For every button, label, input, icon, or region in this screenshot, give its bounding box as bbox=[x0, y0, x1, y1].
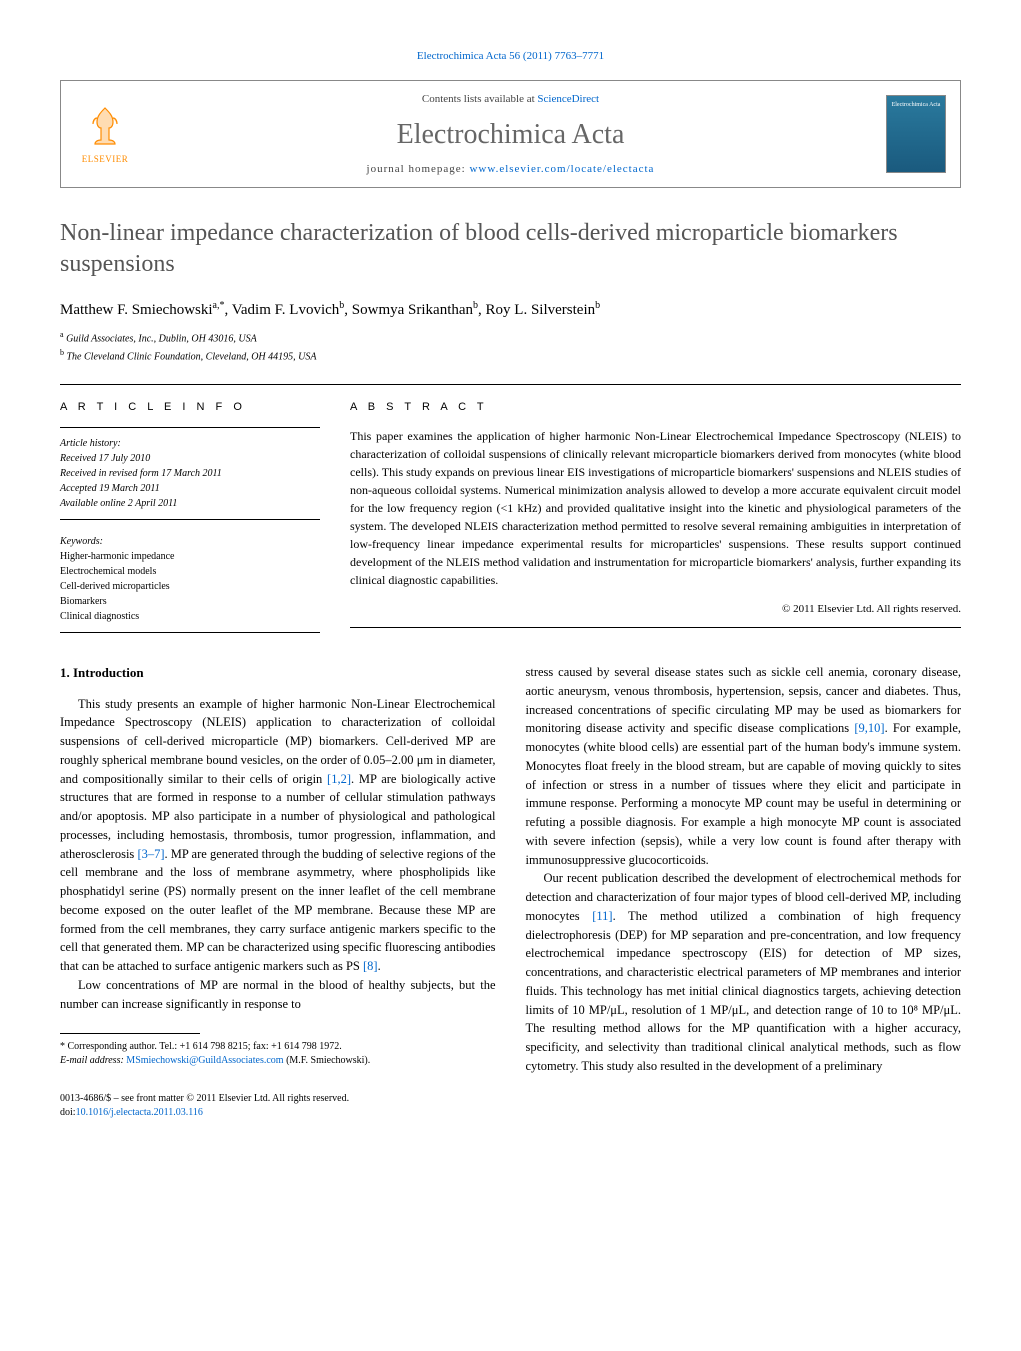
author-3: Sowmya Srikanthan bbox=[352, 302, 473, 318]
elsevier-tree-icon bbox=[83, 104, 127, 152]
right-paragraph-2: Our recent publication described the dev… bbox=[526, 869, 962, 1075]
body-columns: 1. Introduction This study presents an e… bbox=[60, 663, 961, 1120]
author-2: Vadim F. Lvovich bbox=[232, 302, 340, 318]
abstract-text: This paper examines the application of h… bbox=[350, 427, 961, 589]
abstract-copyright: © 2011 Elsevier Ltd. All rights reserved… bbox=[350, 603, 961, 628]
affiliation-b: b The Cleveland Clinic Foundation, Cleve… bbox=[60, 347, 961, 364]
affiliation-a: a Guild Associates, Inc., Dublin, OH 430… bbox=[60, 329, 961, 346]
homepage-prefix: journal homepage: bbox=[367, 163, 470, 175]
author-4: Roy L. Silverstein bbox=[486, 302, 596, 318]
homepage-line: journal homepage: www.elsevier.com/locat… bbox=[135, 163, 886, 175]
abstract-heading: A B S T R A C T bbox=[350, 401, 961, 413]
header-center: Contents lists available at ScienceDirec… bbox=[135, 93, 886, 175]
journal-cover-thumbnail: Electrochimica Acta bbox=[886, 95, 946, 173]
keyword-5: Clinical diagnostics bbox=[60, 609, 320, 624]
introduction-heading: 1. Introduction bbox=[60, 663, 496, 683]
page-footer: 0013-4686/$ – see front matter © 2011 El… bbox=[60, 1092, 496, 1120]
author-1-sup: a,* bbox=[213, 300, 225, 311]
doi-link[interactable]: 10.1016/j.electacta.2011.03.116 bbox=[76, 1107, 203, 1118]
email-suffix: (M.F. Smiechowski). bbox=[284, 1055, 371, 1066]
history-revised: Received in revised form 17 March 2011 bbox=[60, 466, 320, 481]
doi-prefix: doi: bbox=[60, 1107, 76, 1118]
history-accepted: Accepted 19 March 2011 bbox=[60, 481, 320, 496]
aff-b-text: The Cleveland Clinic Foundation, Clevela… bbox=[67, 351, 317, 362]
doi-line: doi:10.1016/j.electacta.2011.03.116 bbox=[60, 1106, 496, 1120]
history-received: Received 17 July 2010 bbox=[60, 451, 320, 466]
article-history: Article history: Received 17 July 2010 R… bbox=[60, 427, 320, 520]
author-4-sup: b bbox=[595, 300, 600, 311]
keyword-3: Cell-derived microparticles bbox=[60, 579, 320, 594]
affiliations: a Guild Associates, Inc., Dublin, OH 430… bbox=[60, 329, 961, 364]
aff-a-sup: a bbox=[60, 330, 64, 339]
footnote-rule bbox=[60, 1033, 200, 1034]
history-online: Available online 2 April 2011 bbox=[60, 496, 320, 511]
corr-email-link[interactable]: MSmiechowski@GuildAssociates.com bbox=[126, 1055, 283, 1066]
author-2-sup: b bbox=[339, 300, 344, 311]
keywords-label: Keywords: bbox=[60, 534, 320, 549]
aff-b-sup: b bbox=[60, 348, 64, 357]
keywords: Keywords: Higher-harmonic impedance Elec… bbox=[60, 534, 320, 633]
article-info-heading: A R T I C L E I N F O bbox=[60, 401, 320, 413]
journal-reference: Electrochimica Acta 56 (2011) 7763–7771 bbox=[60, 50, 961, 62]
aff-a-text: Guild Associates, Inc., Dublin, OH 43016… bbox=[66, 334, 257, 345]
cover-title-text: Electrochimica Acta bbox=[891, 102, 941, 108]
journal-name: Electrochimica Acta bbox=[135, 119, 886, 151]
keyword-4: Biomarkers bbox=[60, 594, 320, 609]
intro-paragraph-1: This study presents an example of higher… bbox=[60, 695, 496, 976]
elsevier-logo: ELSEVIER bbox=[75, 99, 135, 169]
author-3-sup: b bbox=[473, 300, 478, 311]
homepage-link[interactable]: www.elsevier.com/locate/electacta bbox=[469, 163, 654, 175]
keyword-1: Higher-harmonic impedance bbox=[60, 549, 320, 564]
article-page: Electrochimica Acta 56 (2011) 7763–7771 … bbox=[0, 0, 1021, 1170]
body-left-column: 1. Introduction This study presents an e… bbox=[60, 663, 496, 1120]
history-label: Article history: bbox=[60, 436, 320, 451]
info-abstract-row: A R T I C L E I N F O Article history: R… bbox=[60, 384, 961, 633]
sciencedirect-link[interactable]: ScienceDirect bbox=[537, 93, 599, 105]
contents-line: Contents lists available at ScienceDirec… bbox=[135, 93, 886, 105]
corr-phone: * Corresponding author. Tel.: +1 614 798… bbox=[60, 1040, 496, 1054]
corr-email-line: E-mail address: MSmiechowski@GuildAssoci… bbox=[60, 1054, 496, 1068]
right-paragraph-1: stress caused by several disease states … bbox=[526, 663, 962, 869]
journal-header: ELSEVIER Contents lists available at Sci… bbox=[60, 80, 961, 188]
publisher-name: ELSEVIER bbox=[82, 154, 129, 164]
body-right-column: stress caused by several disease states … bbox=[526, 663, 962, 1120]
author-list: Matthew F. Smiechowskia,*, Vadim F. Lvov… bbox=[60, 300, 961, 319]
abstract-column: A B S T R A C T This paper examines the … bbox=[350, 385, 961, 633]
email-label: E-mail address: bbox=[60, 1055, 126, 1066]
author-1: Matthew F. Smiechowski bbox=[60, 302, 213, 318]
contents-prefix: Contents lists available at bbox=[422, 93, 537, 105]
article-title: Non-linear impedance characterization of… bbox=[60, 218, 961, 280]
intro-paragraph-2: Low concentrations of MP are normal in t… bbox=[60, 976, 496, 1014]
article-info-column: A R T I C L E I N F O Article history: R… bbox=[60, 385, 320, 633]
front-matter-line: 0013-4686/$ – see front matter © 2011 El… bbox=[60, 1092, 496, 1106]
keyword-2: Electrochemical models bbox=[60, 564, 320, 579]
corresponding-author-footnote: * Corresponding author. Tel.: +1 614 798… bbox=[60, 1040, 496, 1068]
